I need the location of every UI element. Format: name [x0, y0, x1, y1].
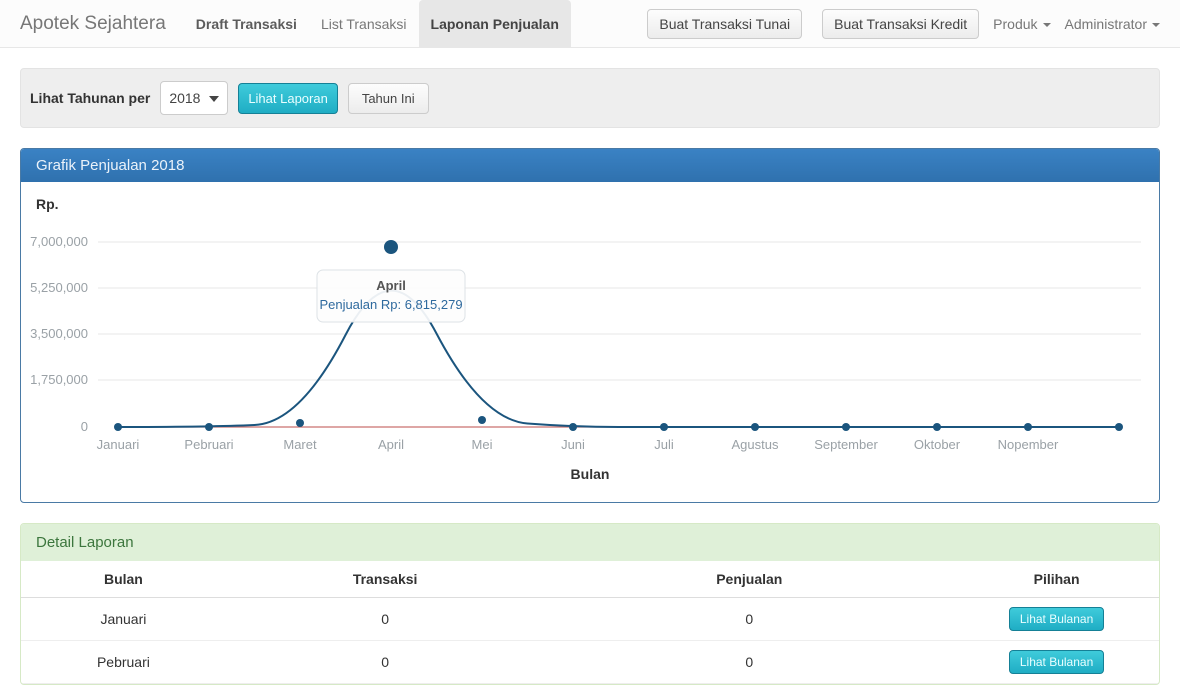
svg-text:1,750,000: 1,750,000 — [30, 372, 88, 387]
svg-text:Nopember: Nopember — [998, 437, 1059, 452]
svg-text:Januari: Januari — [97, 437, 140, 452]
svg-text:April: April — [376, 278, 406, 293]
svg-text:September: September — [814, 437, 878, 452]
svg-text:Maret: Maret — [283, 437, 317, 452]
svg-text:0: 0 — [81, 419, 88, 434]
svg-text:Penjualan Rp: 6,815,279: Penjualan Rp: 6,815,279 — [319, 297, 462, 312]
svg-text:Pebruari: Pebruari — [184, 437, 233, 452]
svg-text:3,500,000: 3,500,000 — [30, 326, 88, 341]
svg-text:Juni: Juni — [561, 437, 585, 452]
svg-text:Oktober: Oktober — [914, 437, 961, 452]
svg-text:Mei: Mei — [472, 437, 493, 452]
svg-text:5,250,000: 5,250,000 — [30, 280, 88, 295]
svg-text:Agustus: Agustus — [732, 437, 779, 452]
svg-text:April: April — [378, 437, 404, 452]
svg-text:Juli: Juli — [654, 437, 674, 452]
svg-text:7,000,000: 7,000,000 — [30, 234, 88, 249]
